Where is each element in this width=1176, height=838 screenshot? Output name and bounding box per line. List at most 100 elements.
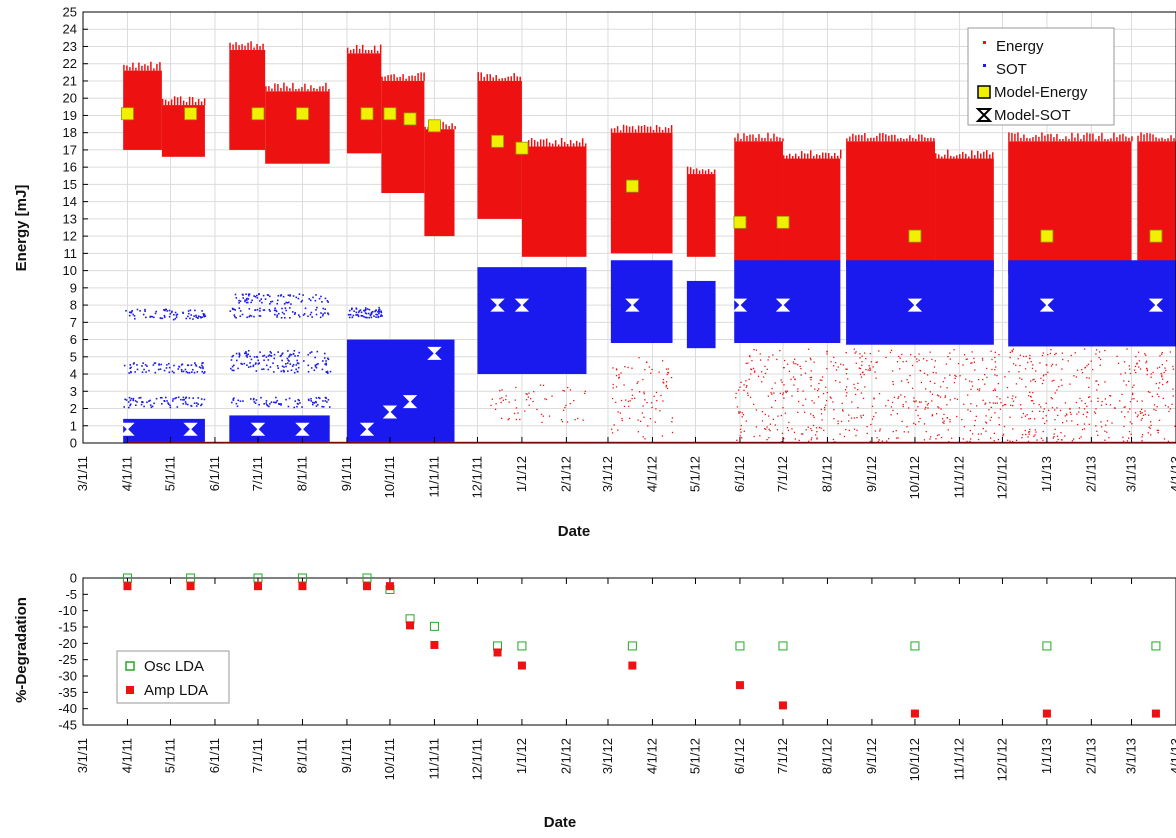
- energy-outlier-point: [953, 381, 956, 384]
- sot-sparse-point: [269, 366, 272, 368]
- energy-outlier-point: [797, 411, 799, 413]
- energy-band-spike: [755, 137, 757, 142]
- energy-outlier-point: [864, 352, 866, 354]
- energy-outlier-point: [747, 362, 749, 364]
- energy-band-spike: [584, 143, 587, 147]
- sot-sparse-point: [190, 364, 193, 366]
- energy-outlier-point: [911, 364, 914, 367]
- energy-band-spike: [944, 154, 946, 159]
- energy-outlier-point: [975, 405, 978, 407]
- energy-outlier-point: [1100, 421, 1102, 423]
- energy-outlier-point: [1029, 428, 1031, 431]
- sot-sparse-point: [270, 355, 273, 357]
- energy-outlier-point: [1124, 372, 1126, 374]
- sot-sparse-point: [158, 363, 160, 365]
- energy-band-spike: [885, 134, 887, 142]
- energy-outlier-point: [1114, 407, 1116, 409]
- x-tick-label: 8/1/11: [294, 738, 309, 773]
- energy-outlier-point: [938, 434, 940, 436]
- energy-outlier-point: [835, 369, 838, 371]
- sot-sparse-point: [191, 371, 193, 373]
- energy-outlier-point: [1021, 378, 1023, 380]
- sot-sparse-point: [159, 317, 162, 319]
- sot-sparse-point: [283, 316, 286, 319]
- sot-sparse-point: [260, 298, 263, 300]
- energy-outlier-point: [1128, 365, 1130, 367]
- sot-sparse-point: [246, 364, 248, 366]
- sot-sparse-point: [324, 308, 327, 310]
- sot-sparse-point: [322, 406, 325, 408]
- sot-sparse-point: [230, 359, 233, 361]
- sot-sparse-point: [348, 316, 351, 319]
- energy-outlier-point: [1172, 365, 1174, 368]
- degradation-plot: 0-5-10-15-20-25-30-35-40-453/1/11 4/1/11 5…: [13, 571, 1176, 831]
- sot-sparse-point: [150, 406, 153, 409]
- energy-outlier-point: [1086, 365, 1088, 367]
- model-sot-point: [907, 298, 923, 312]
- sot-sparse-point: [275, 309, 277, 312]
- sot-sparse-point: [188, 312, 190, 315]
- energy-outlier-point: [1099, 358, 1102, 361]
- x-tick-label: 11/1/12: [951, 456, 966, 498]
- energy-outlier-point: [1096, 380, 1098, 382]
- sot-sparse-point: [247, 293, 250, 296]
- energy-outlier-point: [985, 422, 988, 424]
- energy-outlier-point: [656, 399, 658, 402]
- energy-outlier-point: [857, 406, 859, 409]
- energy-outlier-point: [929, 351, 931, 353]
- energy-outlier-point: [783, 397, 785, 399]
- sot-sparse-point: [378, 309, 380, 311]
- sot-sparse-point: [313, 369, 316, 372]
- energy-outlier-point: [1165, 360, 1168, 362]
- sot-sparse-point: [202, 313, 205, 315]
- energy-outlier-point: [1051, 407, 1054, 409]
- energy-outlier-point: [853, 383, 855, 386]
- sot-sparse-point: [328, 406, 331, 408]
- legend-marker-sot: [983, 64, 986, 67]
- sot-sparse-point: [298, 315, 301, 318]
- energy-band-spike: [1107, 139, 1109, 142]
- energy-outlier-point: [842, 364, 845, 366]
- energy-outlier-point: [651, 368, 653, 371]
- sot-sparse-point: [294, 355, 296, 357]
- energy-outlier-point: [797, 390, 799, 393]
- energy-outlier-point: [757, 375, 760, 377]
- energy-outlier-point: [646, 361, 648, 363]
- sot-sparse-point: [182, 399, 184, 401]
- sot-sparse-point: [202, 362, 204, 364]
- energy-outlier-point: [1150, 421, 1152, 423]
- sot-sparse-point: [309, 313, 312, 316]
- energy-band-spike: [977, 150, 979, 159]
- energy-outlier-point: [950, 437, 953, 439]
- energy-outlier-point: [845, 386, 848, 388]
- sot-sparse-point: [246, 316, 248, 319]
- energy-outlier-point: [1042, 410, 1045, 413]
- energy-outlier-point: [648, 366, 651, 368]
- sot-sparse-point: [244, 300, 246, 303]
- y-tick-label: 8: [70, 298, 77, 313]
- energy-outlier-point: [1029, 417, 1032, 420]
- sot-sparse-point: [307, 398, 310, 401]
- sot-sparse-point: [130, 311, 133, 314]
- energy-outlier-point: [886, 440, 888, 442]
- sot-sparse-point: [327, 358, 330, 361]
- energy-outlier-point: [874, 430, 877, 432]
- sot-sparse-point: [291, 311, 294, 313]
- energy-outlier-point: [877, 440, 880, 443]
- sot-sparse-point: [272, 362, 274, 365]
- energy-outlier-point: [620, 372, 622, 374]
- energy-outlier-point: [862, 414, 865, 416]
- energy-outlier-point: [945, 363, 948, 365]
- sot-sparse-point: [186, 371, 189, 374]
- sot-sparse-point: [363, 309, 365, 312]
- energy-band-spike: [393, 74, 395, 81]
- energy-outlier-point: [542, 384, 545, 387]
- energy-outlier-point: [661, 435, 664, 437]
- energy-outlier-point: [612, 367, 614, 369]
- energy-band-spike: [846, 138, 848, 142]
- energy-outlier-point: [1156, 393, 1159, 395]
- sot-sparse-point: [163, 400, 166, 402]
- energy-band-spike: [298, 88, 300, 92]
- energy-outlier-point: [837, 422, 839, 425]
- sot-sparse-point: [268, 295, 271, 298]
